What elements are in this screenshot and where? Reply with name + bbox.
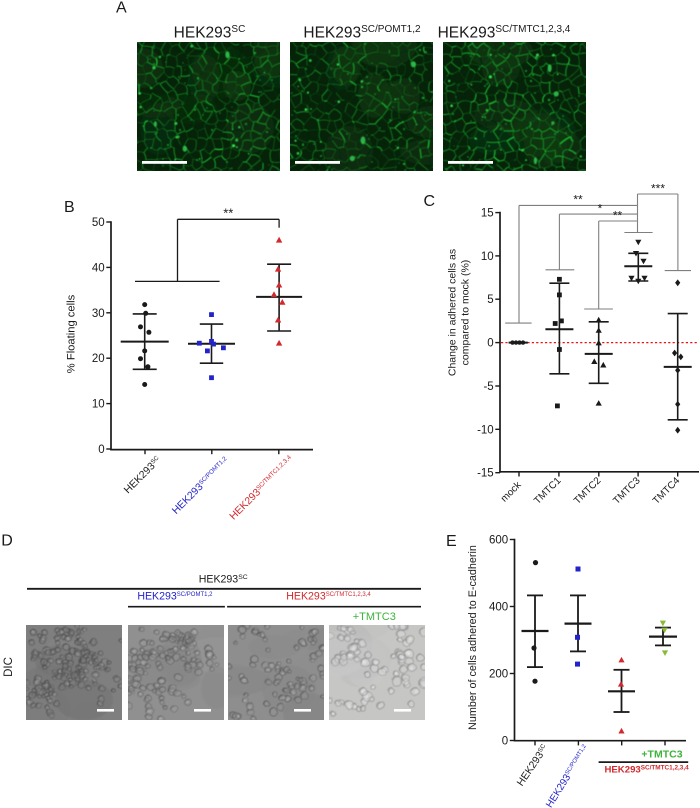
svg-text:HEK293SC: HEK293SC [515,742,551,788]
svg-text:Change in adhered cells as: Change in adhered cells as [447,249,459,376]
svg-text:***: *** [651,181,665,195]
svg-text:C: C [424,193,436,210]
svg-text:10: 10 [481,251,494,263]
svg-text:0: 0 [502,736,508,748]
svg-text:**: ** [223,206,233,221]
svg-text:-10: -10 [477,424,494,436]
svg-text:5: 5 [487,294,493,306]
svg-text:E: E [446,533,457,550]
svg-text:HEK293SC/TMTC1,2,3,4: HEK293SC/TMTC1,2,3,4 [438,24,571,41]
svg-text:TMTC4: TMTC4 [651,475,683,507]
svg-text:HEK293SC/POMT1,2: HEK293SC/POMT1,2 [544,743,591,808]
svg-text:20: 20 [92,353,105,365]
svg-text:Number of cells adhered to E-c: Number of cells adhered to E-cadherin [467,545,479,730]
svg-text:200: 200 [489,669,508,681]
svg-text:HEK293SC/POMT1,2: HEK293SC/POMT1,2 [303,24,421,41]
svg-text:B: B [64,199,75,216]
svg-text:600: 600 [489,535,508,547]
svg-text:D: D [1,533,13,550]
svg-text:10: 10 [92,399,105,411]
svg-text:400: 400 [489,602,508,614]
svg-text:TMTC1: TMTC1 [532,475,564,507]
svg-text:-5: -5 [483,381,493,393]
svg-text:HEK293SC/TMTC1,2,3,4: HEK293SC/TMTC1,2,3,4 [604,764,689,775]
svg-text:compared to mock (%): compared to mock (%) [460,260,472,366]
svg-text:HEK293SC: HEK293SC [199,574,248,586]
svg-text:HEK293SC/TMTC1,2,3,4: HEK293SC/TMTC1,2,3,4 [228,454,297,523]
svg-text:HEK293SC: HEK293SC [122,454,164,496]
svg-text:15: 15 [481,208,494,220]
svg-text:0: 0 [98,444,104,456]
svg-text:-15: -15 [477,468,494,480]
svg-text:A: A [116,0,127,17]
svg-text:HEK293SC/POMT1,2: HEK293SC/POMT1,2 [137,591,213,603]
svg-text:40: 40 [92,262,105,274]
svg-text:0: 0 [487,338,493,350]
svg-text:50: 50 [92,217,105,229]
svg-text:DIC: DIC [3,657,15,677]
svg-text:**: ** [573,193,583,207]
svg-text:HEK293SC/POMT1,2: HEK293SC/POMT1,2 [170,455,232,517]
svg-text:+TMTC3: +TMTC3 [353,611,396,623]
svg-text:mock: mock [499,479,524,504]
svg-text:+TMTC3: +TMTC3 [641,749,682,761]
svg-text:TMTC3: TMTC3 [611,475,643,507]
svg-text:% Floating cells: % Floating cells [66,294,78,373]
svg-text:TMTC2: TMTC2 [572,475,604,507]
svg-text:*: * [598,201,603,215]
svg-text:**: ** [613,208,623,222]
svg-text:HEK293SC/TMTC1,2,3,4: HEK293SC/TMTC1,2,3,4 [286,591,371,603]
svg-text:30: 30 [92,308,105,320]
svg-text:HEK293SC: HEK293SC [174,24,246,41]
